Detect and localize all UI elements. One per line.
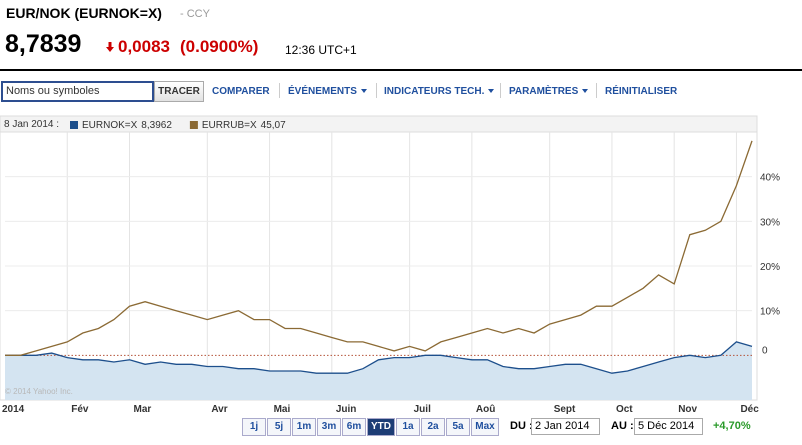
copyright: © 2014 Yahoo! Inc. [5,387,73,396]
legend-name: EURRUB=X [202,120,257,131]
x-tick-label: Nov [678,404,697,414]
time: 12:36 UTC+1 [285,43,357,57]
range-button[interactable]: 1j [242,418,266,436]
range-button[interactable]: 3m [317,418,341,436]
x-tick-label: Juin [336,404,357,414]
range-button[interactable]: YTD [367,418,395,436]
legend-swatch [189,121,198,129]
x-tick-label: Avr [211,404,227,414]
range-button[interactable]: 6m [342,418,366,436]
toolbar-link[interactable]: RÉINITIALISER [605,86,678,97]
line [5,140,753,356]
chart: 8 Jan 2014 : EURNOK=X 8,3962 EURRUB=X 45,07… [0,115,780,414]
range-button[interactable]: 1a [396,418,420,436]
y-tick-label: 0 [762,345,768,356]
plot-button[interactable]: TRACER [154,81,204,102]
range-button[interactable]: 1m [292,418,316,436]
range-button[interactable]: Max [471,418,499,436]
y-tick-label: 10% [760,307,780,318]
change: 0,0083 [118,37,170,56]
range-button[interactable]: 2a [421,418,445,436]
x-tick-label: Déc [740,404,759,414]
line [5,341,753,374]
to-input[interactable]: 5 Déc 2014 [634,418,703,435]
x-tick-label: 2014 [2,404,25,414]
x-tick-label: Fév [71,404,89,414]
y-tick-label: 20% [760,262,780,273]
x-tick-label: Mar [134,404,152,414]
legend-value: 8,3962 [141,120,172,131]
separator [500,83,501,98]
x-tick-label: Oct [616,404,633,414]
y-tick-label: 30% [760,217,780,228]
y-tick-label: 40% [760,173,780,184]
exchange: - CCY [180,8,210,20]
area [5,341,752,400]
separator [376,83,377,98]
x-tick-label: Juil [414,404,431,414]
toolbar-link[interactable]: ÉVÉNEMENTS [288,86,367,97]
legend-value: 45,07 [261,120,286,131]
performance: +4,70% [713,420,751,432]
title: EUR/NOK (EURNOK=X) [6,5,162,21]
x-tick-label: Sept [554,404,576,414]
from-label: DU : [510,420,533,432]
change-pct: (0.0900%) [180,37,259,56]
x-tick-label: Mai [274,404,291,414]
search-input[interactable]: Noms ou symboles [1,81,154,102]
range-button[interactable]: 5j [267,418,291,436]
legend-swatch [70,121,78,129]
x-tick-label: Aoû [476,404,495,414]
toolbar-link[interactable]: INDICATEURS TECH. [384,86,494,97]
separator [279,83,280,98]
toolbar-link[interactable]: PARAMÈTRES [509,86,588,97]
range-button[interactable]: 5a [446,418,470,436]
toolbar-link[interactable]: COMPARER [212,86,270,97]
down-arrow [106,42,114,52]
to-label: AU : [611,420,634,432]
price: 8,7839 [5,30,82,58]
legend-name: EURNOK=X [82,120,138,131]
from-input[interactable]: 2 Jan 2014 [531,418,600,435]
legend-date: 8 Jan 2014 : [4,119,59,130]
divider [0,69,802,71]
separator [596,83,597,98]
